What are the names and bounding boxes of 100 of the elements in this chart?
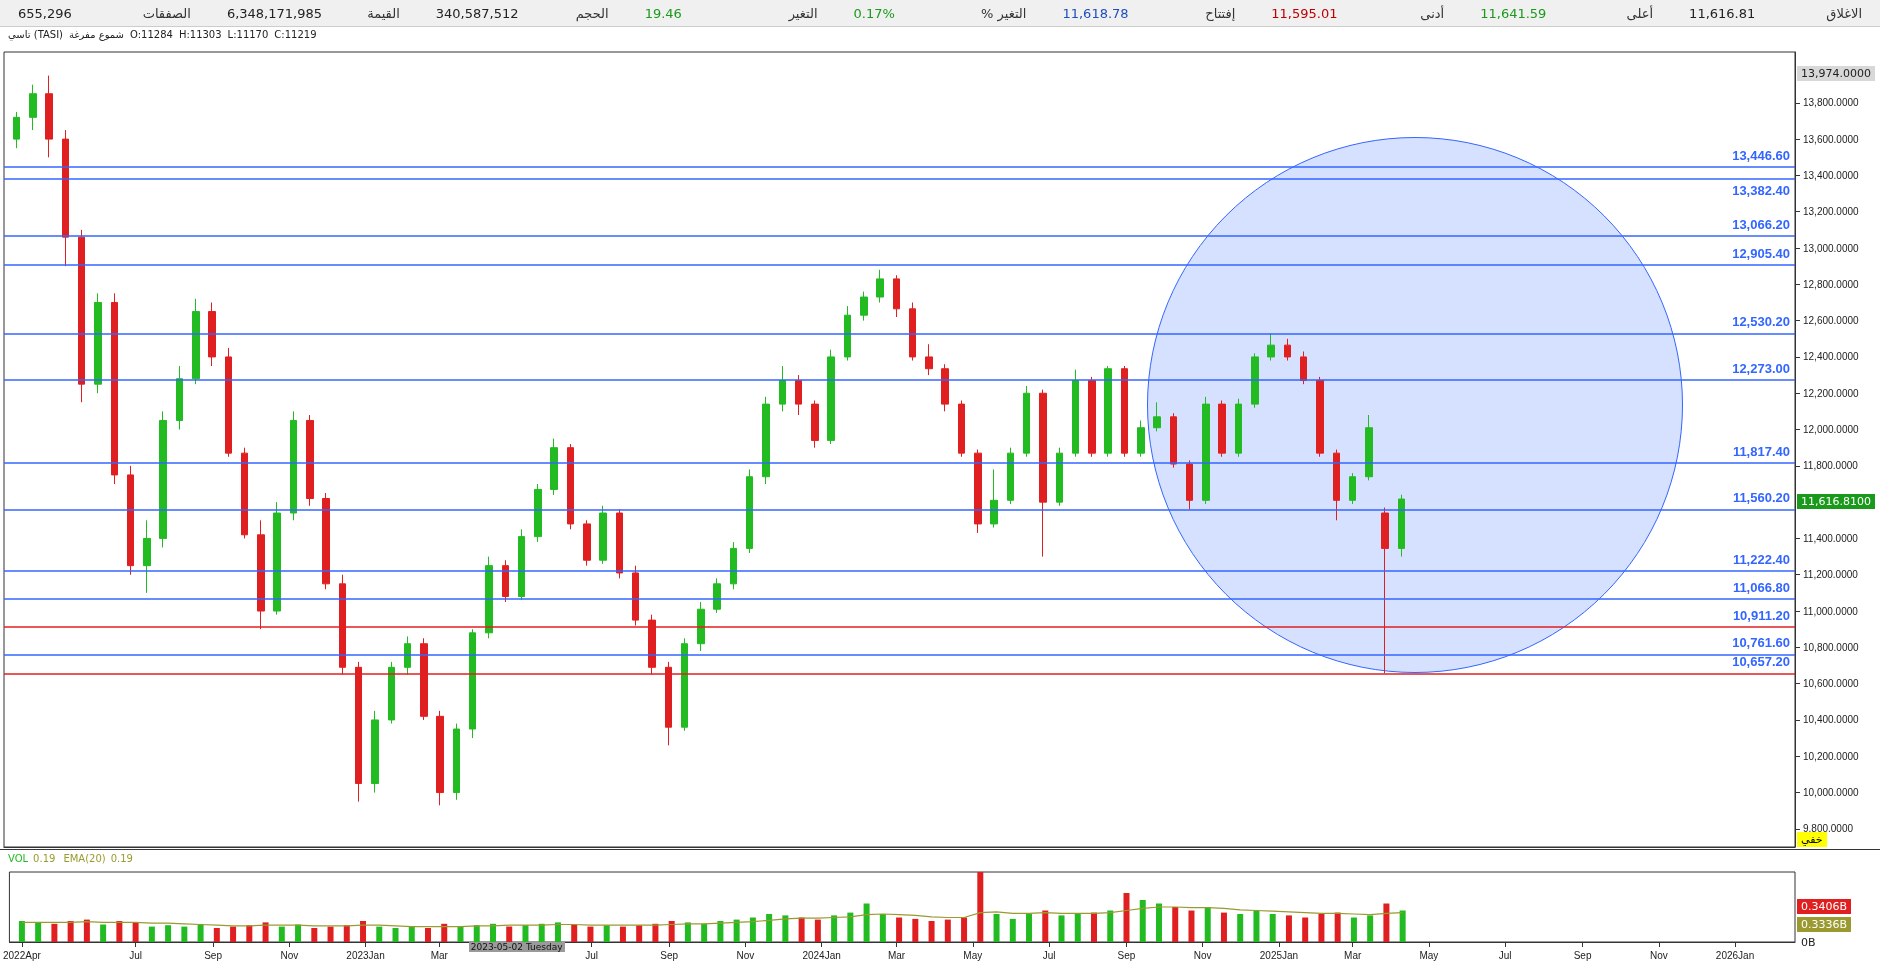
y-tick-label: 11,200.0000: [1803, 569, 1859, 581]
y-tick-label: 10,600.0000: [1803, 678, 1860, 690]
y-tick-label: 12,000.0000: [1803, 424, 1860, 436]
bar: [749, 917, 756, 942]
bar: [165, 925, 172, 942]
candlestick: [290, 410, 297, 521]
bar: [603, 925, 610, 942]
bar: [35, 922, 42, 942]
text: 340,587,512: [435, 5, 519, 21]
candlestick: [583, 519, 591, 567]
text: 0.3406B: [1797, 899, 1852, 914]
bar: [376, 926, 383, 942]
candlestick: [45, 75, 53, 158]
candlestick: [436, 710, 444, 806]
y-tick-label: 10,800.0000: [1803, 641, 1860, 653]
bar: [1220, 912, 1227, 942]
y-tick-label: 13,400.0000: [1803, 169, 1860, 181]
bar: [392, 928, 399, 942]
candlestick: [844, 305, 851, 362]
x-tick-label: Nov: [1193, 949, 1212, 961]
annotation: 2023-05-02 Tuesday: [468, 942, 565, 952]
candlestick: [1007, 447, 1014, 505]
candlestick: [860, 291, 868, 322]
text: 19.46: [644, 5, 682, 21]
candlestick: [485, 556, 493, 639]
text: 11,595.01: [1271, 5, 1338, 21]
bar: [944, 919, 951, 942]
bar: [1350, 917, 1357, 942]
candlestick: [779, 365, 786, 412]
x-tick-label: 2023Jan: [346, 949, 385, 961]
bar: [1302, 917, 1309, 942]
ref-line-label: 13,446.60: [1732, 147, 1790, 163]
y-tick-label: 12,800.0000: [1803, 278, 1860, 290]
x-tick-label: Sep: [660, 949, 679, 961]
bar: [343, 925, 350, 942]
bar: [327, 926, 334, 942]
bar: [554, 922, 561, 942]
x-tick-label: Sep: [1573, 949, 1592, 961]
candlestick: [1072, 369, 1079, 458]
bar: [717, 921, 724, 942]
y-tick-label: 9,800.0000: [1803, 823, 1854, 835]
bar: [489, 923, 496, 942]
ref-line-label: 11,560.20: [1732, 490, 1790, 506]
bar: [993, 914, 1000, 942]
text: إفتتاح: [1205, 5, 1236, 21]
text: C:11219: [274, 29, 317, 40]
candlestick: [567, 443, 574, 530]
bar: [116, 921, 123, 942]
candlestick: [469, 628, 476, 739]
x-tick-label: Nov: [1649, 949, 1668, 961]
text: الحجم: [575, 5, 609, 21]
bar: [441, 923, 448, 942]
x-tick-label: Mar: [1344, 949, 1362, 961]
bar: [1058, 915, 1065, 942]
bar: [668, 921, 675, 942]
bar: [1237, 914, 1244, 942]
bar: [538, 923, 545, 942]
candlestick: [534, 483, 542, 543]
x-tick-label: 2026Jan: [1715, 949, 1755, 961]
x-tick-label: Jul: [1042, 949, 1056, 961]
candlestick: [78, 229, 85, 403]
candlestick: [1186, 459, 1193, 510]
x-tick-label: Jul: [129, 949, 143, 961]
candlestick: [1153, 401, 1161, 432]
bar: [879, 914, 886, 942]
bar: [230, 926, 237, 942]
candlestick: [322, 492, 330, 590]
ref-line-label: 11,222.40: [1732, 551, 1790, 567]
bar: [1091, 912, 1098, 942]
x-tick-label: May: [963, 949, 983, 961]
candlestick: [925, 343, 933, 376]
bar: [197, 924, 204, 942]
bar: [798, 917, 805, 942]
bar: [896, 917, 903, 942]
text: H:11303: [178, 29, 222, 40]
y-tick-label: 10,400.0000: [1803, 714, 1860, 726]
bar: [51, 923, 58, 942]
text: 11,618.78: [1062, 5, 1129, 21]
candlestick: [827, 349, 835, 445]
bar: [457, 926, 464, 942]
candlestick: [176, 365, 183, 431]
bar: [831, 915, 838, 942]
candlestick: [909, 301, 916, 362]
text: O:11284: [130, 29, 173, 40]
candlestick: [241, 447, 248, 539]
candlestick: [958, 399, 965, 458]
candlestick: [1039, 389, 1047, 558]
y-tick-label: 11,000.0000: [1803, 605, 1859, 617]
candlestick: [453, 723, 460, 801]
text: الاغلاق: [1826, 5, 1862, 21]
bar: [814, 919, 821, 942]
bar: [1155, 903, 1162, 942]
ref-line-label: 10,657.20: [1732, 654, 1790, 670]
candlestick: [795, 374, 802, 416]
candlestick: [502, 559, 509, 603]
candlestick: [876, 269, 884, 303]
bar: [587, 926, 594, 942]
bar: [1285, 915, 1292, 942]
bar: [1269, 914, 1276, 942]
text: أدنى: [1420, 5, 1445, 21]
